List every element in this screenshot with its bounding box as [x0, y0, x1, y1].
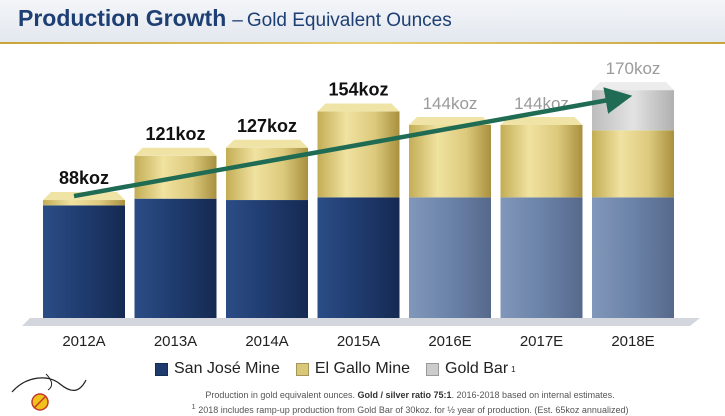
title-subtitle: Gold Equivalent Ounces: [246, 10, 452, 31]
x-tick-2012A: 2012A: [62, 333, 105, 350]
chart-floor: [22, 318, 700, 326]
x-tick-2015A: 2015A: [337, 333, 380, 350]
footnotes: Production in gold equivalent ounces. Go…: [100, 390, 720, 416]
data-label-2015A: 154koz: [328, 80, 388, 100]
bar-2014A-san-jos-mine: [226, 200, 308, 318]
x-tick-2014A: 2014A: [245, 333, 288, 350]
company-logo-icon: [11, 373, 87, 411]
footnote-2-marker: 1: [191, 402, 196, 411]
footnote-1-tail: . 2016-2018 based on internal estimates.: [451, 390, 615, 400]
legend-footnote-marker: 1: [511, 364, 516, 374]
bar-2012A-san-jos-mine: [43, 205, 125, 318]
footnote-line-2: 1 2018 includes ramp-up production from …: [100, 401, 720, 416]
title-dash: –: [232, 10, 243, 31]
bar-2016E-san-jos-mine: [409, 197, 491, 318]
legend-swatch-el-gallo: [295, 362, 309, 376]
legend-swatch-san-jose: [155, 362, 168, 376]
x-tick-2016E: 2016E: [428, 333, 471, 350]
legend-label-san-jose: San José Mine: [174, 360, 280, 377]
title-main: Production Growth: [18, 5, 227, 31]
bar-2018E-san-jos-mine: [592, 197, 674, 318]
x-tick-2018E: 2018E: [611, 333, 654, 350]
legend-label-gold-bar: Gold Bar: [445, 360, 509, 377]
legend-item-san-jose: San José Mine: [155, 360, 280, 378]
legend-swatch-gold-bar: [426, 362, 439, 376]
legend-item-el-gallo: El Gallo Mine: [295, 360, 410, 378]
bar-2017E-el-gallo-mine: [500, 124, 583, 198]
data-label-2012A: 88koz: [59, 168, 109, 188]
x-tick-2013A: 2013A: [154, 333, 197, 350]
bar-top-2018E: [592, 82, 674, 91]
legend-item-gold-bar: Gold Bar 1: [426, 360, 516, 378]
bar-2012A-el-gallo-mine: [43, 200, 125, 206]
data-label-2018E: 170koz: [606, 59, 661, 78]
header-band: Production Growth – Gold Equivalent Ounces: [0, 0, 725, 42]
footnote-1-text: Production in gold equivalent ounces.: [205, 390, 358, 400]
bar-top-2017E: [500, 116, 583, 125]
footnote-line-1: Production in gold equivalent ounces. Go…: [100, 390, 720, 401]
legend-label-el-gallo: El Gallo Mine: [314, 360, 410, 377]
footnote-1-bold: Gold / silver ratio 75:1: [357, 390, 452, 400]
bar-top-2015A: [317, 103, 400, 112]
page-title: Production Growth – Gold Equivalent Ounces: [18, 5, 452, 32]
bar-2015A-san-jos-mine: [317, 197, 400, 318]
data-label-2016E: 144koz: [423, 94, 478, 113]
bar-2018E-el-gallo-mine: [592, 130, 674, 198]
bar-top-2014A: [226, 139, 308, 148]
footnote-2-text: 2018 includes ramp-up production from Go…: [195, 405, 629, 415]
bar-2018E-gold-bar: [592, 90, 674, 131]
bar-2017E-san-jos-mine: [500, 197, 583, 318]
bar-2015A-el-gallo-mine: [317, 111, 400, 198]
data-label-2013A: 121koz: [145, 124, 205, 144]
bar-2016E-el-gallo-mine: [409, 124, 491, 198]
bar-2013A-san-jos-mine: [134, 198, 217, 318]
bar-top-2013A: [134, 147, 217, 156]
x-tick-2017E: 2017E: [520, 333, 563, 350]
legend: San José Mine El Gallo Mine Gold Bar 1: [155, 360, 532, 378]
header-rule: [0, 42, 725, 44]
data-label-2014A: 127koz: [237, 116, 297, 136]
trend-arrow: [73, 87, 633, 199]
